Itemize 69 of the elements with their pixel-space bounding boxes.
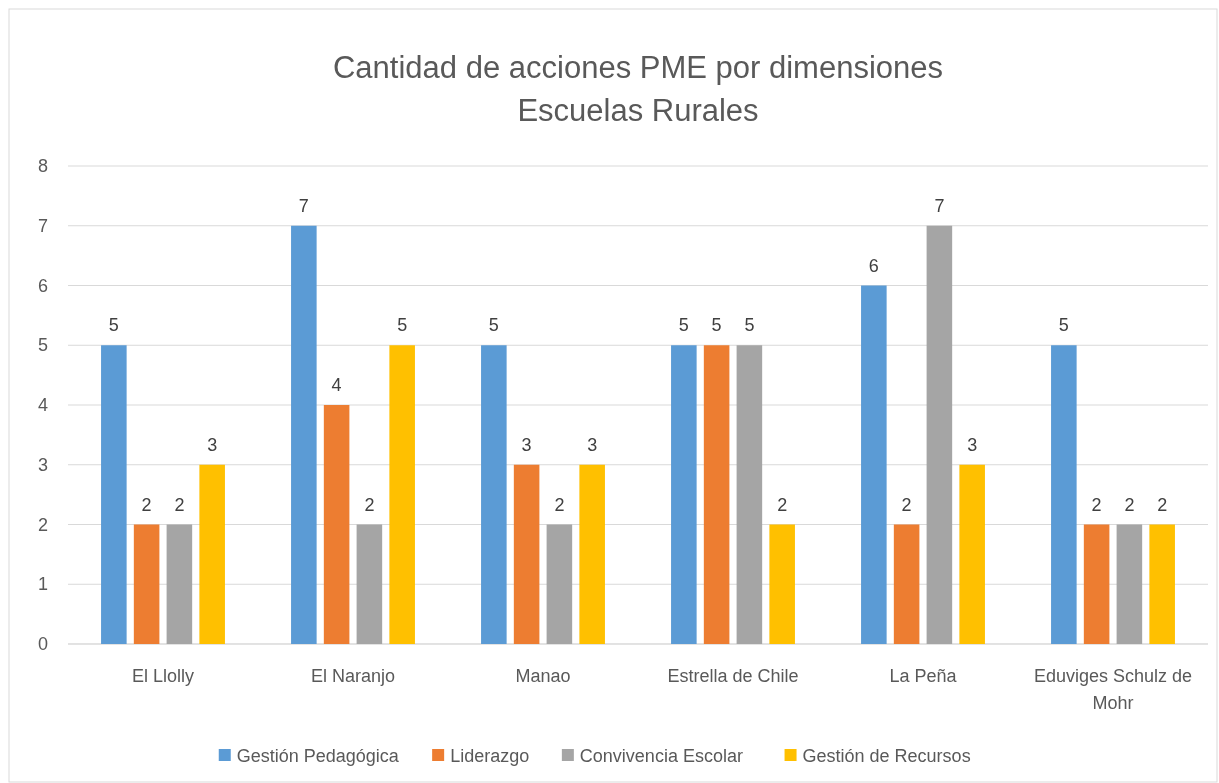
bar	[861, 285, 887, 644]
data-label: 4	[331, 375, 342, 395]
chart-subtitle: Escuelas Rurales	[517, 93, 759, 128]
x-tick-label: Eduviges Schulz de Mohr	[1033, 666, 1193, 713]
bar	[546, 524, 573, 644]
data-label: 7	[934, 195, 945, 216]
bar	[579, 464, 605, 644]
data-label: 5	[488, 315, 499, 336]
x-tick-label: El Naranjo	[310, 666, 396, 686]
bar	[1116, 524, 1143, 644]
x-tick-label: El Llolly	[131, 666, 195, 686]
data-label: 2	[1124, 494, 1135, 515]
legend-label: Gestión Pedagógica	[236, 746, 400, 766]
data-label: 3	[521, 434, 532, 455]
bar	[166, 524, 193, 644]
bar	[703, 345, 730, 644]
data-label: 2	[141, 494, 152, 515]
y-tick-label: 6	[37, 275, 49, 296]
x-tick-label: La Peña	[889, 666, 958, 686]
y-tick-label: 0	[37, 634, 49, 654]
bar	[736, 345, 763, 644]
data-label: 5	[678, 315, 689, 336]
chart-title: Cantidad de acciones PME por dimensiones	[332, 50, 944, 85]
y-tick-label: 4	[37, 395, 49, 415]
data-label: 5	[744, 315, 755, 336]
bar	[133, 524, 160, 644]
bar	[671, 345, 697, 644]
legend-label: Gestión de Recursos	[802, 746, 971, 766]
y-tick-label: 7	[37, 215, 49, 236]
bar	[926, 225, 953, 644]
bar	[513, 464, 540, 644]
y-tick-label: 2	[37, 514, 49, 535]
bar	[959, 464, 985, 644]
data-label: 5	[397, 315, 408, 336]
data-label: 5	[711, 315, 722, 336]
bar	[1051, 345, 1077, 644]
bar	[893, 524, 920, 644]
x-tick-label: Estrella de Chile	[667, 666, 799, 686]
y-tick-label: 1	[37, 574, 49, 595]
data-label: 7	[298, 195, 309, 216]
y-tick-label: 8	[37, 156, 49, 176]
data-label: 2	[1157, 494, 1168, 515]
data-label: 2	[364, 494, 375, 515]
data-label: 2	[777, 494, 788, 515]
bar	[769, 524, 795, 644]
data-label: 5	[1058, 315, 1069, 336]
bar	[101, 345, 127, 644]
data-label: 5	[108, 315, 119, 336]
bar	[481, 345, 507, 644]
bar	[389, 345, 415, 644]
data-label: 3	[207, 434, 218, 455]
legend-label: Liderazgo	[450, 746, 530, 766]
bar	[356, 524, 383, 644]
data-label: 2	[554, 494, 565, 515]
data-label: 3	[967, 434, 978, 455]
bar	[1083, 524, 1110, 644]
bar	[291, 225, 317, 644]
legend-label: Convivencia Escolar	[579, 746, 743, 766]
x-tick-label: Manao	[515, 666, 571, 686]
bar	[1149, 524, 1175, 644]
y-tick-label: 5	[37, 335, 49, 356]
data-label: 2	[1091, 494, 1102, 515]
data-label: 6	[868, 255, 879, 276]
data-label: 2	[901, 494, 912, 515]
data-label: 3	[587, 434, 598, 455]
bar	[323, 405, 350, 644]
y-tick-label: 3	[37, 454, 49, 475]
data-label: 2	[174, 494, 185, 515]
bar	[199, 464, 225, 644]
